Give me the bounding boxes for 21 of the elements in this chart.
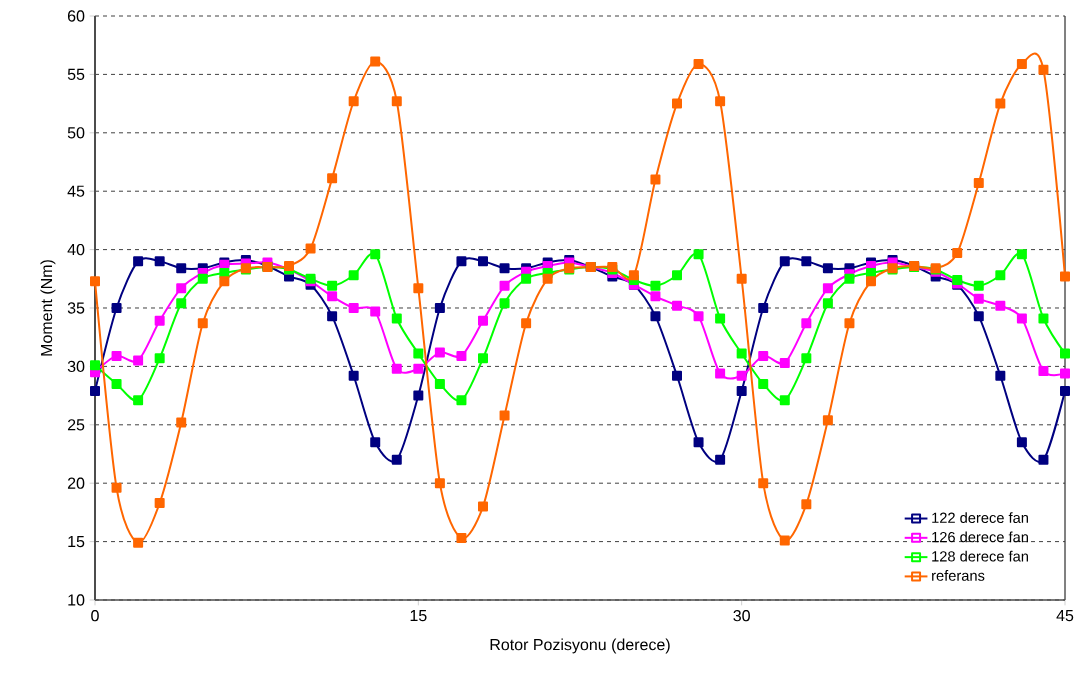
y-tick-label: 60: [67, 10, 85, 22]
y-tick-label: 50: [67, 127, 85, 139]
y-tick-label: 45: [67, 185, 85, 197]
y-tick-label: 15: [68, 536, 85, 548]
y-tick-label: 55: [67, 68, 85, 80]
y-tick-label: 40: [67, 243, 85, 256]
y-tick-label: 10: [68, 594, 85, 606]
x-tick-label: 30: [733, 610, 750, 622]
y-tick-label: 30: [67, 360, 85, 373]
x-tick-label: 15: [410, 610, 427, 622]
legend-label: 122 derece fan: [932, 512, 1028, 523]
legend-label: referans: [932, 570, 985, 581]
x-tick-label: 45: [1056, 610, 1074, 622]
y-tick-label: 20: [67, 477, 85, 489]
legend-label: 126 derece fan: [932, 531, 1028, 543]
x-tick-label: 0: [91, 610, 99, 622]
y-axis-title: Moment (Nm): [40, 260, 56, 356]
legend-label: 128 derece fan: [932, 550, 1028, 562]
x-axis-title: Rotor Pozisyonu (derece): [490, 638, 670, 654]
y-tick-label: 25: [67, 419, 85, 431]
y-tick-label: 35: [67, 302, 85, 314]
